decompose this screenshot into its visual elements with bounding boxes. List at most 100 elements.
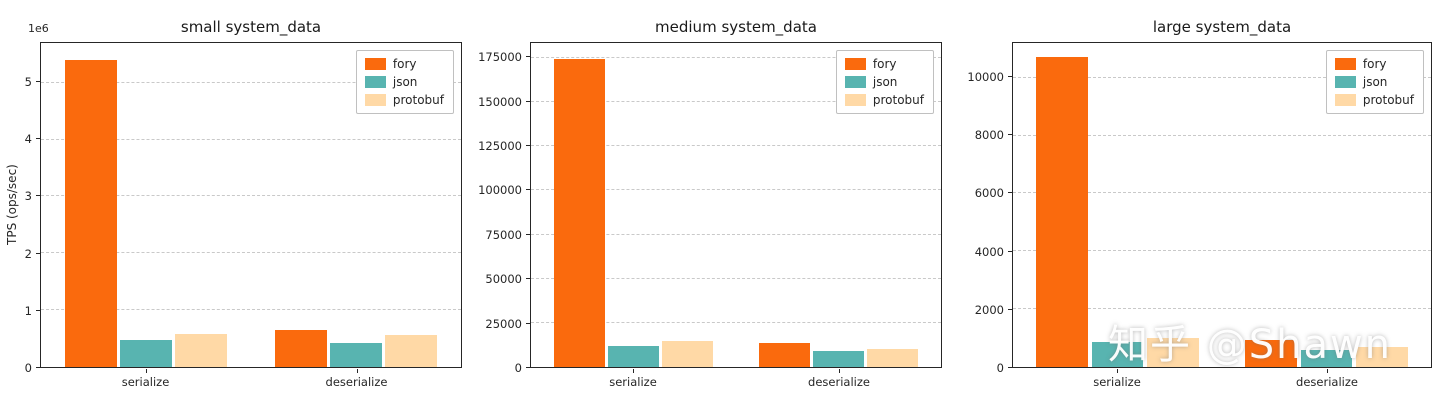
y-tick-label: 6000 [974,186,1004,201]
gridline [1013,134,1431,136]
x-tick-label: serialize [609,375,657,389]
y-tick-label: 175000 [478,50,522,65]
y-tick-label: 125000 [478,138,522,153]
x-tick-label: deserialize [325,375,388,389]
y-tick-mark [526,322,530,324]
watermark: 知乎 @Shawn [1108,322,1393,368]
bar-fory-deserialize [758,343,810,367]
legend-label: json [392,75,418,89]
y-tick-label: 2 [24,246,32,261]
y-tick-label: 25000 [485,316,522,331]
y-tick-mark [1008,367,1012,368]
y-tick-label: 50000 [485,272,522,287]
x-axis: serialize deserialize [1012,369,1432,397]
legend-swatch-fory [364,58,386,70]
x-tick-mark [1117,369,1118,373]
legend: fory json protobuf [355,50,454,114]
legend-swatch-protobuf [364,94,386,106]
y-tick-mark [1008,250,1012,252]
legend-label: protobuf [872,93,924,107]
y-tick-label: 75000 [485,227,522,242]
y-tick-mark [36,195,40,197]
legend-label: fory [872,57,897,71]
legend-label: fory [1362,57,1387,71]
chart-title: large system_data [1152,18,1292,36]
y-axis: 0 2000 4000 6000 8000 10000 [960,42,1012,375]
y-tick-label: 150000 [478,94,522,109]
legend-item-protobuf: protobuf [364,93,444,107]
y-axis: 0 25000 50000 75000 100000 125000 150000 175000 [478,42,530,375]
y-tick-label: 5 [24,75,32,90]
y-tick-mark [1008,192,1012,194]
gridline [1013,250,1431,252]
bar-protobuf-serialize [175,334,228,367]
x-tick-label: serialize [1093,375,1141,389]
bar-json-deserialize [1300,349,1353,367]
bar-json-serialize [608,345,659,367]
gridline [41,81,461,83]
y-tick-label: 4 [24,132,32,147]
x-tick-mark [1327,369,1328,373]
y-tick-mark [526,278,530,280]
legend-swatch-protobuf [844,94,866,106]
legend: fory json protobuf [835,50,934,114]
legend-label: protobuf [392,93,444,107]
y-tick-mark [526,56,530,58]
legend-label: protobuf [1362,93,1414,107]
x-tick-label: deserialize [1296,375,1358,389]
gridline [531,277,941,279]
bar-json-deserialize [329,342,383,367]
y-tick-label: 2000 [974,302,1004,317]
y-tick-label: 0 [514,361,522,375]
y-tick-label: 0 [24,361,32,375]
y-tick-mark [36,81,40,83]
bar-protobuf-deserialize [1355,347,1408,367]
legend-item-protobuf: protobuf [1334,93,1414,107]
y-tick-label: 1 [24,303,32,318]
gridline [531,189,941,191]
y-axis: 0 1 2 3 4 5 [0,42,40,375]
legend-item-json: json [364,75,444,89]
y-tick-mark [36,252,40,254]
y-tick-label: 100000 [478,183,522,198]
subplot-medium-system-data: medium system_data 0 25000 50000 75000 10000… [478,0,960,400]
legend-swatch-json [844,76,866,88]
legend-item-fory: fory [364,57,444,71]
y-tick-mark [526,189,530,191]
y-tick-label: 8000 [974,128,1004,143]
gridline [41,309,461,311]
legend-label: fory [392,57,417,71]
plot-area: fory json protobuf [530,42,942,368]
bar-fory-serialize [1036,57,1089,367]
chart-title: small system_data [180,18,322,36]
plot-area: fory json protobuf [40,42,462,368]
gridline [41,195,461,197]
legend: fory json protobuf [1325,50,1424,114]
legend-item-json: json [844,75,924,89]
gridline [1013,308,1431,310]
legend-swatch-fory [844,58,866,70]
bar-json-serialize [119,340,173,367]
plot-area: fory json protobuf [1012,42,1432,368]
bar-protobuf-serialize [662,341,714,367]
subplot-large-system-data: large system_data 0 2000 4000 6000 8000 10000… [960,0,1440,400]
y-tick-label: 4000 [974,244,1004,259]
legend-label: json [1362,75,1388,89]
bar-fory-deserialize [274,330,327,367]
bar-json-deserialize [813,351,864,367]
legend-item-protobuf: protobuf [844,93,924,107]
y-tick-mark [36,309,40,311]
y-axis-offset-label: 1e6 [28,22,49,35]
y-tick-mark [526,100,530,102]
legend-swatch-fory [1334,58,1356,70]
legend-label: json [872,75,898,89]
legend-item-json: json [1334,75,1414,89]
gridline [531,145,941,147]
gridline [531,57,941,59]
gridline [531,101,941,103]
gridline [531,233,941,235]
y-tick-mark [526,367,530,368]
bar-fory-serialize [64,60,117,367]
